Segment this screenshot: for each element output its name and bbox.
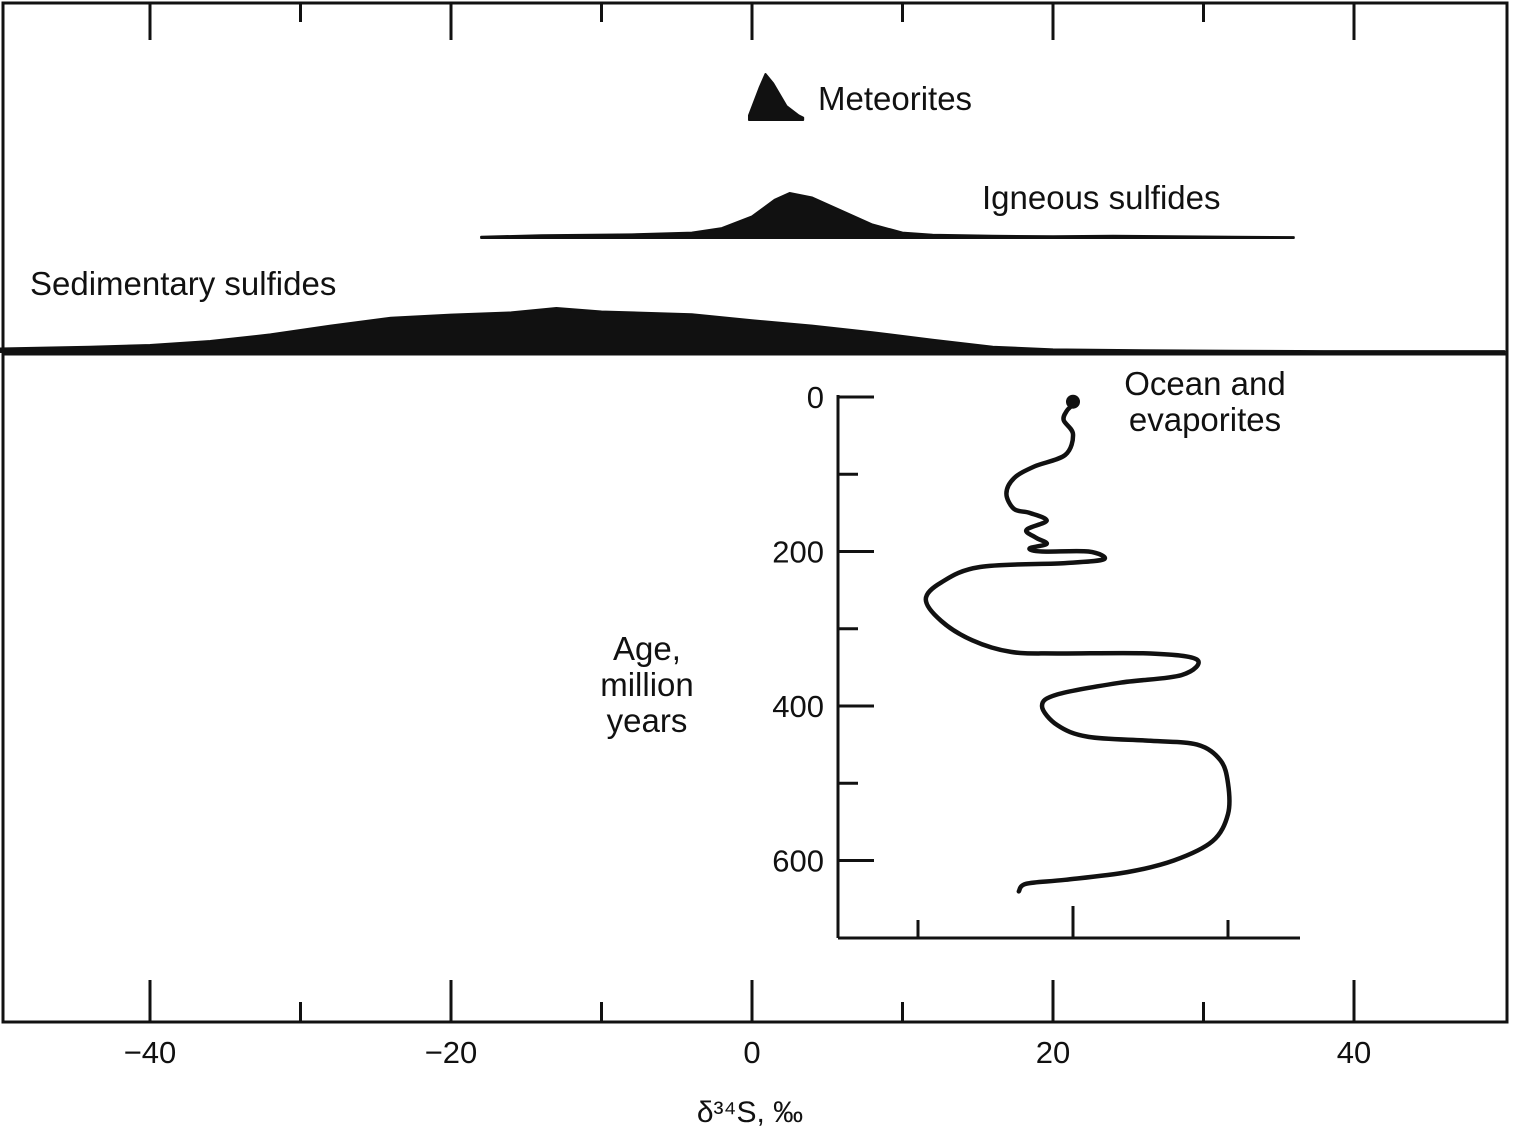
- age-tick-label: 200: [772, 535, 824, 570]
- age-tick-label: 600: [772, 844, 824, 879]
- age-inset-axes: [836, 395, 1300, 940]
- age-tick-labels: 0 200 400 600: [772, 380, 824, 879]
- igneous-sulfides-label: Igneous sulfides: [982, 179, 1221, 216]
- distribution-sedimentary-sulfides: [0, 307, 1506, 353]
- age-label-line1: Age,: [613, 630, 681, 667]
- x-tick-label: 20: [1036, 1035, 1070, 1070]
- sedimentary-sulfides-label: Sedimentary sulfides: [30, 265, 336, 302]
- plot-frame: [1, 1, 1509, 1024]
- ocean-present-day-point: [1066, 394, 1080, 409]
- ocean-label-line2: evaporites: [1129, 401, 1281, 438]
- meteorites-label: Meteorites: [818, 80, 972, 117]
- age-tick-label: 0: [807, 380, 824, 415]
- distribution-igneous-sulfides: [480, 192, 1295, 239]
- bottom-axis-ticks: [148, 980, 1356, 1022]
- x-tick-label: −20: [425, 1035, 478, 1070]
- x-tick-label: −40: [124, 1035, 177, 1070]
- x-axis-label: δ³⁴S, ‰: [697, 1096, 803, 1129]
- age-label-line2: million: [600, 666, 694, 703]
- ocean-evaporites-curve: [923, 402, 1232, 894]
- x-tick-label: 0: [743, 1035, 760, 1070]
- age-tick-label: 400: [772, 689, 824, 724]
- top-axis-ticks: [148, 3, 1356, 40]
- distribution-meteorites: [747, 73, 805, 121]
- age-label-line3: years: [607, 702, 688, 739]
- distribution-areas: [0, 73, 1506, 353]
- x-tick-label: 40: [1337, 1035, 1371, 1070]
- x-tick-labels: −40 −20 0 20 40: [124, 1035, 1372, 1070]
- ocean-label-line1: Ocean and: [1124, 365, 1285, 402]
